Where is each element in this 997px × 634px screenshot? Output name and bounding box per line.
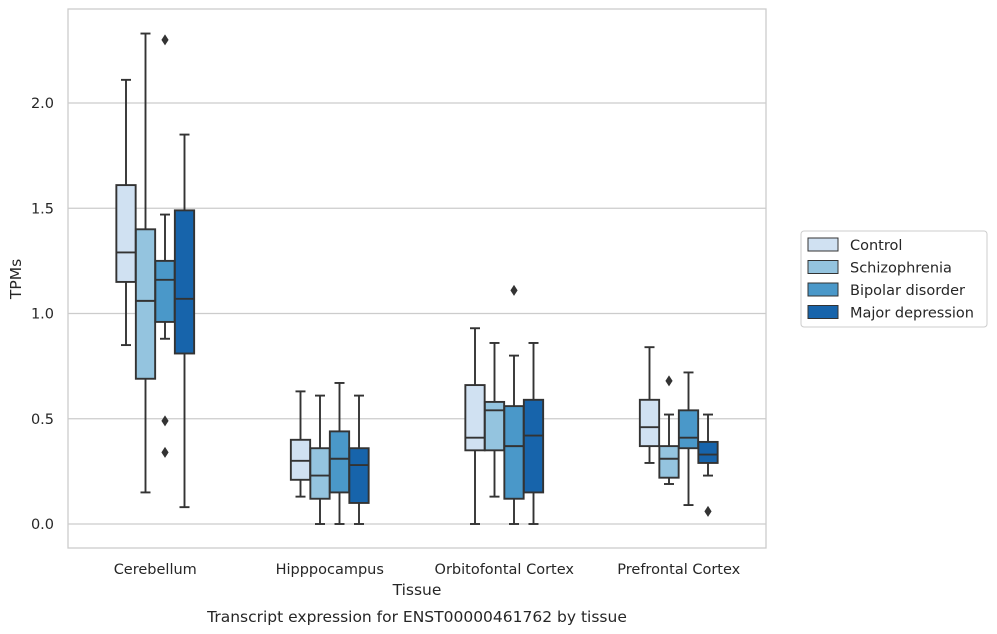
box-2-1 bbox=[483, 342, 506, 498]
y-axis-label: TPMs bbox=[7, 259, 25, 300]
y-tick-label: 1.0 bbox=[31, 307, 54, 323]
x-tick-label: Prefrontal Cortex bbox=[617, 562, 740, 578]
box-0-2 bbox=[154, 34, 176, 458]
box-iqr bbox=[697, 440, 719, 464]
chart-caption: Transcript expression for ENST0000046176… bbox=[206, 608, 627, 626]
x-tick-label: Cerebellum bbox=[114, 562, 197, 578]
y-tick-label: 1.5 bbox=[31, 201, 54, 217]
y-tick-label: 2.0 bbox=[31, 96, 54, 112]
legend-swatch bbox=[807, 237, 839, 252]
outlier-point bbox=[704, 505, 712, 517]
legend: Control Schizophrenia Bipolar disorder Majo… bbox=[800, 230, 988, 328]
box-2-0 bbox=[464, 327, 486, 525]
box-1-0 bbox=[289, 390, 312, 498]
y-axis-ticks: 0.0 0.5 1.0 1.5 2.0 bbox=[31, 96, 54, 533]
box-iqr bbox=[115, 184, 137, 283]
x-tick-label: Orbitofontal Cortex bbox=[435, 562, 575, 578]
legend-frame bbox=[800, 230, 988, 328]
box-iqr bbox=[309, 447, 331, 500]
legend-label: Schizophrenia bbox=[850, 261, 952, 277]
box-3-2 bbox=[677, 371, 700, 507]
legend-label: Major depression bbox=[850, 306, 974, 322]
box-plot-area bbox=[115, 32, 719, 525]
box-iqr bbox=[173, 209, 196, 355]
box-iqr bbox=[503, 405, 525, 500]
x-tick-label: Hipppocampus bbox=[276, 562, 384, 578]
x-axis-label: Tissue bbox=[392, 581, 442, 599]
legend-label: Bipolar disorder bbox=[850, 283, 965, 299]
box-iqr bbox=[328, 430, 351, 494]
box-2-2 bbox=[503, 284, 525, 525]
box-iqr bbox=[154, 259, 176, 323]
y-tick-label: 0.0 bbox=[31, 517, 54, 533]
outlier-point bbox=[665, 375, 673, 387]
legend-swatch bbox=[807, 282, 839, 297]
box-iqr bbox=[464, 384, 486, 452]
box-iqr bbox=[134, 228, 157, 380]
legend-swatch bbox=[807, 260, 839, 274]
box-3-3 bbox=[697, 413, 719, 517]
box-1-1 bbox=[309, 394, 331, 525]
y-tick-label: 0.5 bbox=[31, 412, 54, 428]
outlier-point bbox=[161, 446, 169, 458]
legend-swatch bbox=[807, 305, 839, 319]
outlier-point bbox=[510, 284, 518, 296]
plot-frame bbox=[67, 8, 767, 549]
box-iqr bbox=[483, 400, 506, 452]
box-iqr bbox=[677, 409, 700, 450]
box-iqr bbox=[658, 445, 680, 479]
box-0-3 bbox=[173, 133, 196, 509]
outlier-point bbox=[161, 34, 169, 46]
box-3-1 bbox=[658, 375, 680, 485]
box-iqr bbox=[638, 398, 661, 448]
outlier-point bbox=[161, 415, 169, 427]
box-0-1 bbox=[134, 32, 157, 494]
box-1-3 bbox=[348, 394, 370, 525]
legend-label: Control bbox=[850, 238, 902, 254]
box-iqr bbox=[289, 438, 312, 481]
box-2-3 bbox=[522, 342, 545, 525]
x-axis-ticks: Cerebellum Hipppocampus Orbitofontal Corte… bbox=[114, 562, 741, 578]
box-iqr bbox=[348, 447, 370, 504]
box-3-0 bbox=[638, 346, 661, 464]
box-1-2 bbox=[328, 382, 351, 525]
box-iqr bbox=[522, 398, 545, 494]
box-0-0 bbox=[115, 78, 137, 347]
